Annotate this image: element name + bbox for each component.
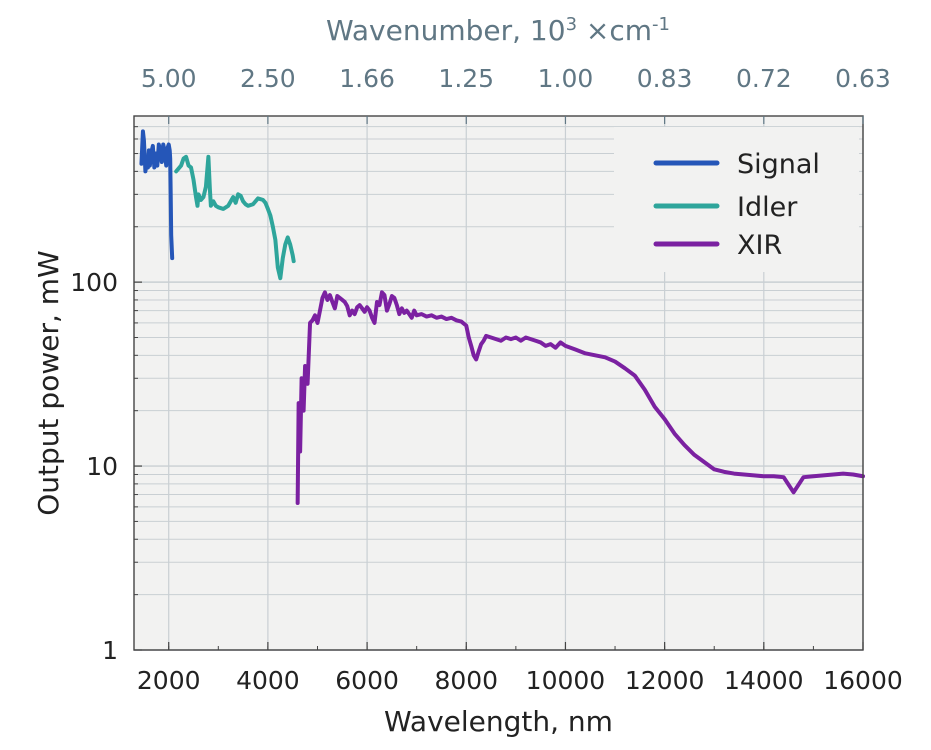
y-axis-tick-label: 10 (86, 452, 118, 481)
plot-frame (133, 115, 864, 651)
top-axis-label-mid: ×cm (577, 14, 652, 47)
y-axis-tick-label: 100 (70, 268, 118, 297)
y-axis-tick-label: 1 (102, 636, 118, 665)
series-layer (139, 129, 865, 505)
top-axis-tick-label: 1.25 (438, 64, 494, 93)
top-axis-label-sup-minus1: -1 (652, 14, 670, 35)
top-axis-tick-label: 1.00 (538, 64, 594, 93)
legend-signal-label: Signal (737, 149, 820, 180)
top-axis-label: Wavenumber, 103 ×cm-1 (326, 14, 670, 48)
labels-layer: Wavelength, nm Output power, mW Wavenumber… (32, 14, 670, 739)
top-axis-label-sup-3: 3 (566, 14, 577, 35)
series-signal-line (139, 129, 175, 261)
top-axis-tick-label: 0.83 (637, 64, 693, 93)
legend-layer: Signal Idler XIR (614, 127, 859, 272)
x-axis-tick-label: 4000 (236, 666, 300, 695)
x-axis-tick-label: 12000 (625, 666, 705, 695)
x-axis-tick-label: 2000 (137, 666, 201, 695)
top-axis-tick-label: 5.00 (141, 64, 197, 93)
axis-layer: 2000 4000 6000 8000 10000 12000 14000 16000 1 10 1… (70, 64, 902, 695)
x-axis-label: Wavelength, nm (384, 705, 613, 738)
x-axis-tick-label: 14000 (724, 666, 804, 695)
legend-xir-label: XIR (737, 230, 782, 261)
x-axis-tick-label: 6000 (335, 666, 399, 695)
top-axis-tick-label: 2.50 (240, 64, 296, 93)
legend-idler-label: Idler (737, 192, 798, 223)
series-idler-line (174, 154, 296, 281)
y-axis-label: Output power, mW (32, 250, 65, 515)
x-axis-tick-label: 16000 (823, 666, 903, 695)
top-axis-tick-label: 0.72 (736, 64, 792, 93)
x-axis-tick-label: 10000 (526, 666, 606, 695)
x-axis-tick-label: 8000 (434, 666, 498, 695)
series-xir-line (295, 290, 865, 505)
legend-box (614, 127, 859, 272)
top-axis-label-main: Wavenumber, 10 (326, 14, 566, 47)
top-axis-tick-label: 1.66 (339, 64, 395, 93)
top-axis-tick-label: 0.63 (835, 64, 891, 93)
